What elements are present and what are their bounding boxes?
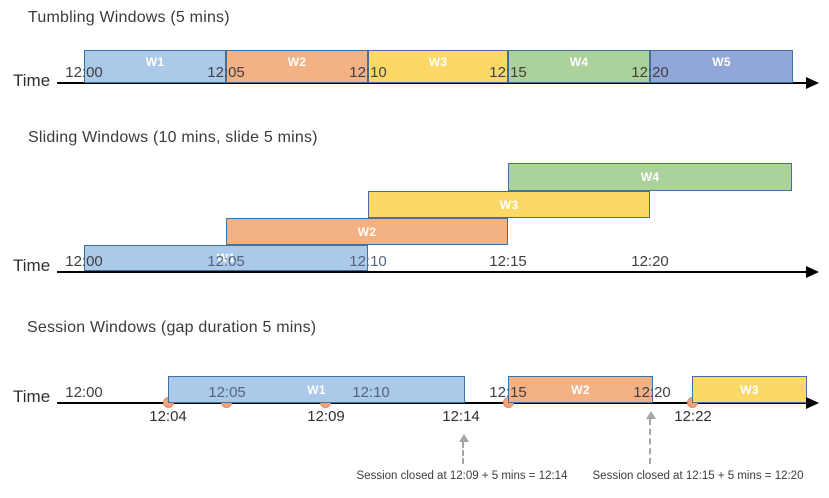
event-label-1214: 12:14	[442, 408, 480, 425]
window-label: W5	[712, 55, 731, 69]
tumbling-window-w4: W4	[508, 50, 650, 83]
sliding-window-w3: W3	[368, 191, 650, 218]
window-label: W1	[145, 55, 165, 69]
window-label: W3	[740, 382, 759, 397]
callout-arrowhead-icon	[646, 411, 656, 419]
tumbling-window-w5: W5	[650, 50, 793, 83]
sliding-tick-1210: 12:10	[349, 253, 387, 270]
tumbling-window-w2: W2	[226, 50, 368, 83]
session-closed-annotation-1: Session closed at 12:09 + 5 mins = 12:14	[356, 470, 568, 482]
tumbling-window-w1: W1	[84, 50, 226, 83]
window-label: W2	[357, 224, 377, 239]
window-label: W3	[428, 55, 448, 69]
sliding-window-w4: W4	[508, 163, 792, 191]
window-label: W4	[569, 55, 589, 69]
sliding-tick-1220: 12:20	[631, 253, 669, 270]
session-window-w1: W1	[168, 376, 465, 403]
session-time-axis-label: Time	[13, 387, 51, 406]
sliding-window-w1: W1	[84, 245, 368, 271]
tumbling-tick-1220: 12:20	[631, 64, 669, 81]
session-closed-annotation-2: Session closed at 12:15 + 5 mins = 12:20	[592, 470, 804, 482]
tumbling-axis-arrowhead-icon	[806, 77, 819, 89]
session-section-title: Session Windows (gap duration 5 mins)	[27, 319, 317, 336]
session-tick-1220: 12:20	[633, 384, 671, 401]
callout-arrowhead-icon	[459, 434, 469, 442]
sliding-time-axis	[57, 271, 808, 273]
tumbling-tick-1215: 12:15	[489, 64, 527, 81]
event-label-1204: 12:04	[149, 408, 187, 425]
event-label-1209: 12:09	[307, 408, 345, 425]
callout-arrow-stem	[649, 419, 651, 464]
sliding-time-axis-label: Time	[13, 256, 51, 275]
tumbling-tick-1210: 12:10	[349, 64, 387, 81]
tumbling-tick-1200: 12:00	[65, 64, 103, 81]
session-tick-1215: 12:15	[489, 384, 527, 401]
session-window-w2: W2	[508, 376, 653, 403]
session-tick-1210: 12:10	[352, 384, 390, 401]
tumbling-time-axis-label: Time	[13, 71, 51, 90]
window-label: W1	[216, 251, 236, 265]
sliding-window-w2: W2	[226, 218, 508, 245]
tumbling-tick-1205: 12:05	[207, 64, 245, 81]
sliding-tick-1205: 12:05	[207, 253, 245, 270]
tumbling-section-title: Tumbling Windows (5 mins)	[28, 9, 230, 26]
session-axis-arrowhead-icon	[806, 397, 819, 409]
tumbling-window-w3: W3	[368, 50, 508, 83]
tumbling-time-axis	[57, 82, 808, 84]
session-tick-1200: 12:00	[65, 384, 103, 401]
sliding-tick-1200: 12:00	[65, 253, 103, 270]
window-label: W4	[640, 170, 660, 184]
event-label-1222: 12:22	[674, 408, 712, 425]
sliding-section-title: Sliding Windows (10 mins, slide 5 mins)	[28, 129, 318, 146]
session-tick-1205: 12:05	[208, 384, 246, 401]
session-window-w3: W3	[692, 376, 807, 403]
callout-arrow-stem	[462, 442, 464, 464]
window-label: W2	[571, 382, 590, 397]
window-label: W3	[499, 197, 519, 212]
session-time-axis	[57, 402, 808, 404]
sliding-axis-arrowhead-icon	[806, 266, 819, 278]
window-label: W1	[307, 382, 326, 397]
window-label: W2	[287, 55, 307, 69]
sliding-tick-1215: 12:15	[489, 253, 527, 270]
